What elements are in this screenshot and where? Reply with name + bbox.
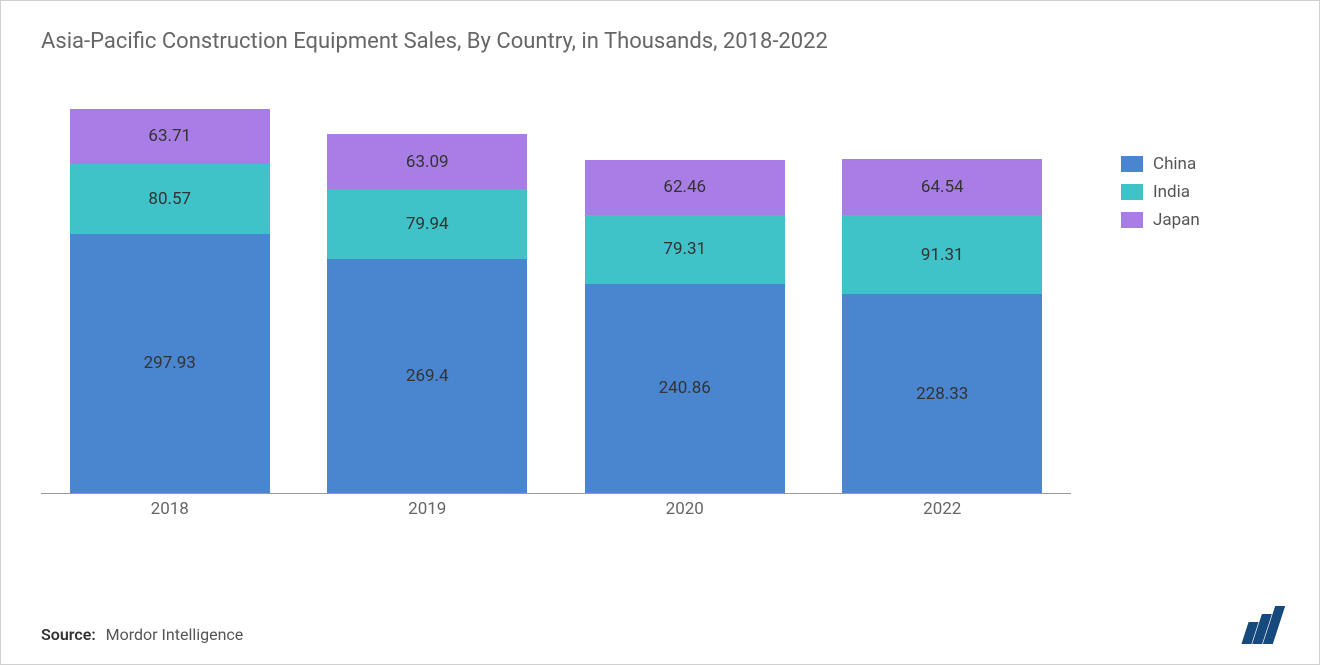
source-footer: Source: Mordor Intelligence [41,625,243,644]
bar-segment: 79.31 [585,215,785,284]
legend-label: Japan [1153,210,1200,230]
legend-swatch [1121,212,1143,228]
legend-label: India [1153,182,1190,202]
bar-segment: 63.09 [327,134,527,189]
x-axis-label: 2019 [327,499,527,519]
legend-item: Japan [1121,210,1279,230]
bar-segment: 62.46 [585,160,785,214]
source-label: Source: [41,625,96,644]
legend-label: China [1153,154,1196,174]
chart-legend: China India Japan [1071,94,1279,238]
bar-column: 63.0979.94269.4 [327,134,527,493]
chart-title: Asia-Pacific Construction Equipment Sale… [41,29,1279,54]
x-axis-label: 2022 [842,499,1042,519]
bar-segment: 80.57 [70,164,270,234]
source-value: Mordor Intelligence [106,625,244,644]
bar-segment: 91.31 [842,215,1042,294]
bar-segment: 79.94 [327,189,527,259]
bar-segment: 63.71 [70,109,270,164]
bar-segment: 269.4 [327,259,527,493]
legend-item: India [1121,182,1279,202]
chart-plot: 63.7180.57297.93 63.0979.94269.4 62.4679.3… [41,94,1071,524]
bar-segment: 64.54 [842,159,1042,215]
x-axis-labels: 2018 2019 2020 2022 [41,494,1071,524]
legend-swatch [1121,156,1143,172]
x-axis-label: 2020 [585,499,785,519]
bar-column: 62.4679.31240.86 [585,160,785,493]
bar-segment: 297.93 [70,234,270,493]
x-axis-label: 2018 [70,499,270,519]
chart-row: 63.7180.57297.93 63.0979.94269.4 62.4679.3… [41,94,1279,524]
bar-column: 64.5491.31228.33 [842,159,1042,493]
bar-column: 63.7180.57297.93 [70,109,270,494]
legend-swatch [1121,184,1143,200]
bar-segment: 240.86 [585,284,785,493]
mordor-logo-icon [1245,606,1279,644]
bar-segment: 228.33 [842,294,1042,493]
bars-container: 63.7180.57297.93 63.0979.94269.4 62.4679.3… [41,94,1071,494]
legend-item: China [1121,154,1279,174]
